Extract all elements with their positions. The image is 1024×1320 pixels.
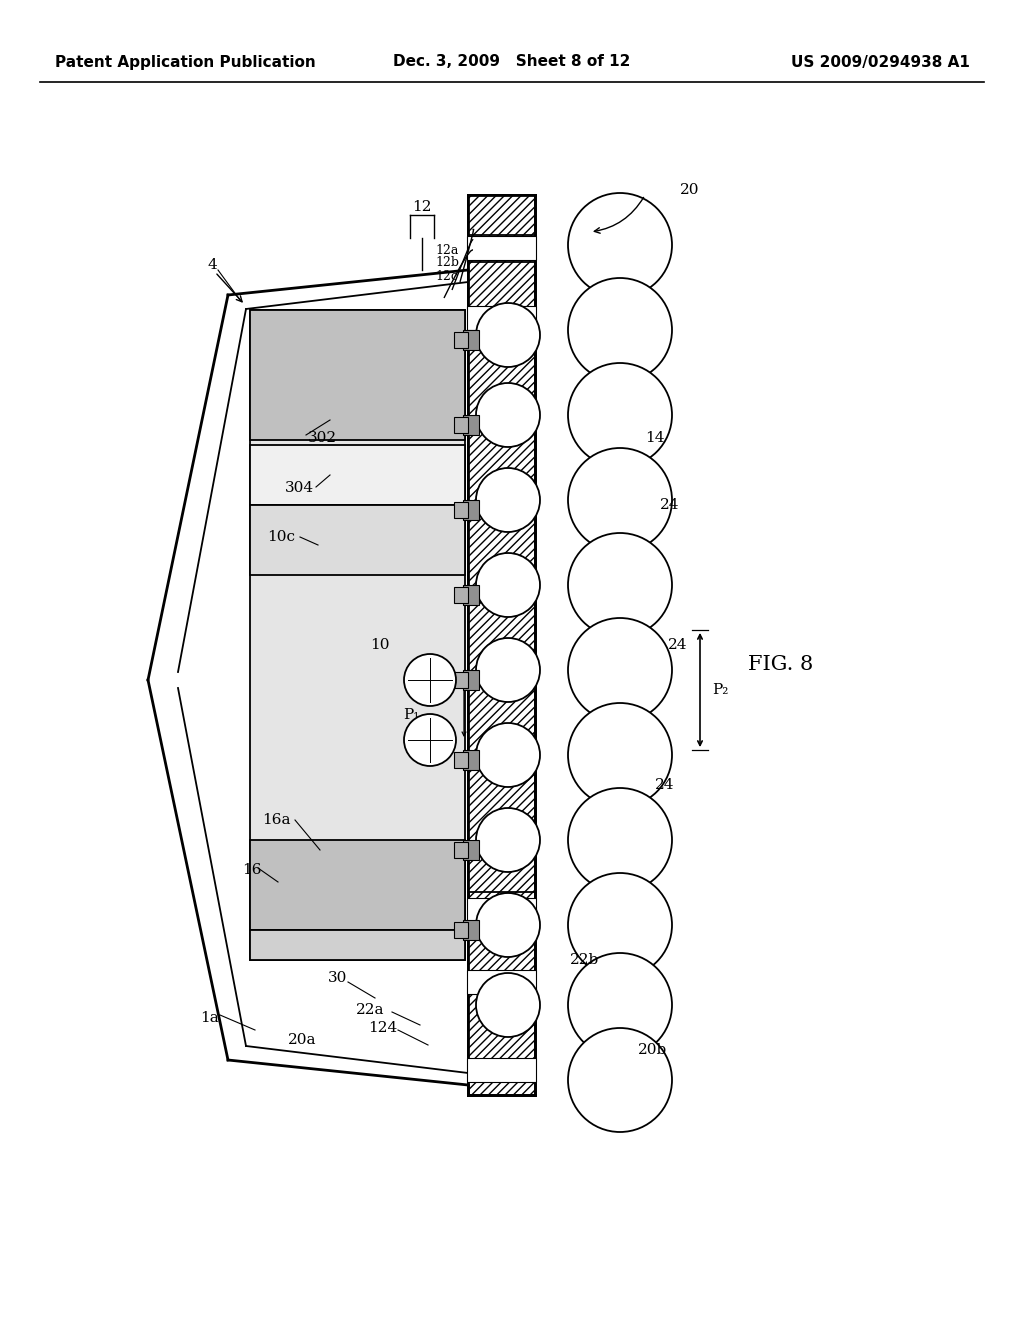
Bar bbox=[463, 920, 479, 940]
Bar bbox=[467, 970, 536, 994]
Text: 24: 24 bbox=[668, 638, 687, 652]
Text: 1a: 1a bbox=[200, 1011, 219, 1026]
Text: 14: 14 bbox=[645, 432, 665, 445]
Circle shape bbox=[568, 363, 672, 467]
Bar bbox=[468, 261, 535, 312]
Bar bbox=[463, 500, 479, 520]
Bar bbox=[250, 506, 465, 576]
Bar bbox=[467, 236, 536, 260]
Circle shape bbox=[476, 808, 540, 873]
Text: 30: 30 bbox=[328, 972, 347, 985]
Text: 12b: 12b bbox=[435, 256, 459, 269]
Bar bbox=[468, 195, 535, 235]
Circle shape bbox=[568, 1028, 672, 1133]
Bar bbox=[454, 672, 468, 688]
Text: 12c: 12c bbox=[435, 269, 458, 282]
Bar bbox=[468, 921, 535, 972]
Bar bbox=[454, 842, 468, 858]
Bar bbox=[463, 330, 479, 350]
Circle shape bbox=[568, 279, 672, 381]
Text: Dec. 3, 2009   Sheet 8 of 12: Dec. 3, 2009 Sheet 8 of 12 bbox=[393, 54, 631, 70]
Bar bbox=[454, 752, 468, 768]
Circle shape bbox=[476, 469, 540, 532]
Text: FIG. 8: FIG. 8 bbox=[748, 656, 813, 675]
Circle shape bbox=[404, 653, 456, 706]
Circle shape bbox=[476, 553, 540, 616]
Text: 22a: 22a bbox=[356, 1003, 384, 1016]
Bar bbox=[454, 587, 468, 603]
Bar bbox=[250, 840, 465, 931]
Text: 20a: 20a bbox=[288, 1034, 316, 1047]
Bar bbox=[250, 931, 465, 960]
Text: 124: 124 bbox=[368, 1020, 397, 1035]
Text: 24: 24 bbox=[660, 498, 680, 512]
Circle shape bbox=[568, 618, 672, 722]
Bar bbox=[468, 994, 535, 1059]
Text: 10c: 10c bbox=[267, 531, 295, 544]
Circle shape bbox=[404, 714, 456, 766]
Text: 22b: 22b bbox=[570, 953, 599, 968]
Text: Patent Application Publication: Patent Application Publication bbox=[55, 54, 315, 70]
Text: 20: 20 bbox=[680, 183, 699, 197]
Bar bbox=[454, 333, 468, 348]
Text: 24: 24 bbox=[655, 777, 675, 792]
Bar bbox=[463, 840, 479, 861]
Text: 12a: 12a bbox=[435, 243, 459, 256]
Text: 10: 10 bbox=[370, 638, 389, 652]
Circle shape bbox=[568, 873, 672, 977]
Bar bbox=[454, 502, 468, 517]
Circle shape bbox=[568, 788, 672, 892]
Bar bbox=[250, 310, 465, 960]
Text: 304: 304 bbox=[285, 480, 314, 495]
Circle shape bbox=[568, 533, 672, 638]
Bar bbox=[463, 414, 479, 436]
Circle shape bbox=[568, 447, 672, 552]
Text: 4: 4 bbox=[208, 257, 218, 272]
Text: 302: 302 bbox=[308, 432, 337, 445]
Circle shape bbox=[568, 193, 672, 297]
Circle shape bbox=[476, 383, 540, 447]
Bar bbox=[250, 445, 465, 506]
Bar bbox=[468, 1082, 535, 1096]
Text: US 2009/0294938 A1: US 2009/0294938 A1 bbox=[792, 54, 970, 70]
Bar bbox=[454, 417, 468, 433]
Bar bbox=[468, 195, 535, 1096]
Text: P₁: P₁ bbox=[403, 708, 420, 722]
Text: 16a: 16a bbox=[262, 813, 291, 828]
Text: P₂: P₂ bbox=[712, 682, 728, 697]
Bar bbox=[250, 310, 465, 440]
Circle shape bbox=[476, 638, 540, 702]
Bar bbox=[454, 921, 468, 939]
Bar bbox=[467, 1059, 536, 1082]
Circle shape bbox=[476, 973, 540, 1038]
Circle shape bbox=[568, 953, 672, 1057]
Bar bbox=[467, 306, 536, 330]
Bar bbox=[467, 898, 536, 921]
Bar bbox=[463, 585, 479, 605]
Bar bbox=[463, 671, 479, 690]
Text: 12: 12 bbox=[413, 201, 432, 214]
Text: 20b: 20b bbox=[638, 1043, 668, 1057]
Bar bbox=[463, 750, 479, 770]
Bar bbox=[468, 333, 535, 892]
Text: 16: 16 bbox=[242, 863, 261, 876]
Circle shape bbox=[476, 723, 540, 787]
Circle shape bbox=[476, 894, 540, 957]
Circle shape bbox=[568, 704, 672, 807]
Circle shape bbox=[476, 304, 540, 367]
